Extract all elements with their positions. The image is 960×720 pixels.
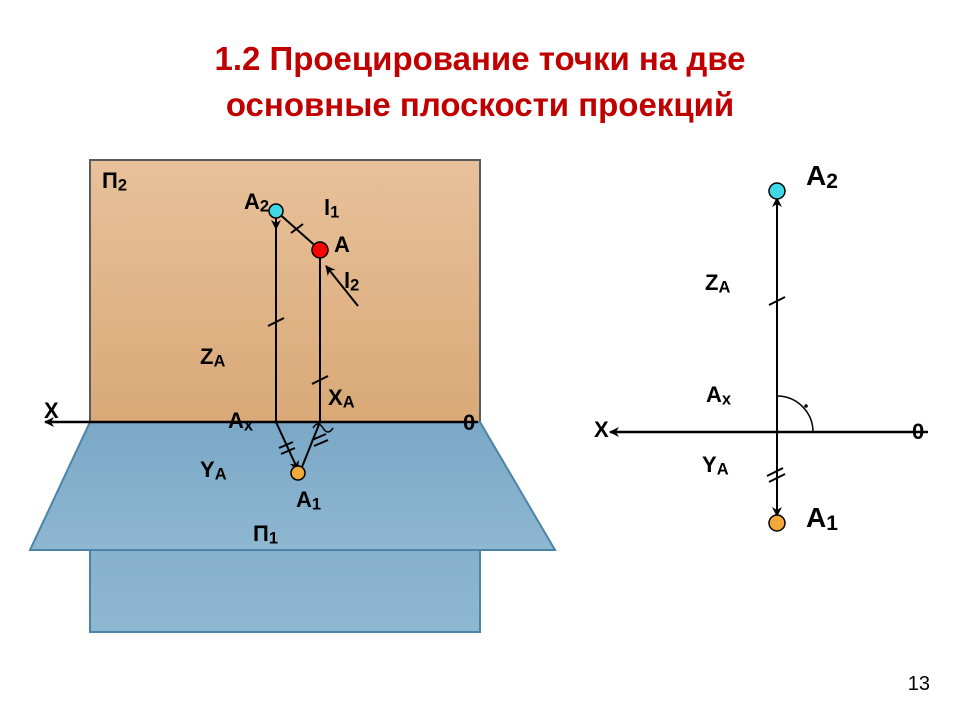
point-a2-right: [769, 183, 785, 199]
label-A2-right: А2: [806, 160, 838, 194]
label-pi1: П1: [253, 521, 278, 548]
label-X-left: X: [44, 398, 59, 424]
label-X-right: X: [594, 417, 609, 443]
label-A2-left: А2: [244, 189, 269, 216]
label-YA-right: YА: [702, 452, 729, 479]
label-A1-left: А1: [296, 487, 321, 514]
page-number: 13: [908, 673, 930, 696]
label-A1-right: А1: [806, 502, 838, 536]
label-0-left: 0: [463, 410, 475, 436]
label-pi2: П2: [102, 168, 127, 195]
point-a-left: [312, 242, 328, 258]
label-l1: l1: [324, 195, 339, 222]
point-a1-left: [291, 466, 305, 480]
label-l2: l2: [344, 268, 359, 295]
label-Ax-right: Ах: [706, 382, 731, 409]
label-ZA-right: ZА: [705, 270, 730, 297]
diagram-svg: [0, 0, 960, 720]
point-a1-right: [769, 515, 785, 531]
tick-ya-right1: [767, 468, 783, 476]
label-Ax-left: Ах: [228, 408, 253, 435]
label-A-left: A: [334, 232, 350, 258]
arc-dot: [804, 404, 808, 408]
label-XA-left: ХА: [328, 385, 355, 412]
point-a2-left: [269, 204, 283, 218]
label-0-right: 0: [912, 419, 924, 445]
arc-right: [777, 396, 813, 432]
label-ZA-left: ZА: [200, 344, 225, 371]
label-YA-left: YА: [200, 457, 227, 484]
plane-pi2: [90, 160, 480, 422]
